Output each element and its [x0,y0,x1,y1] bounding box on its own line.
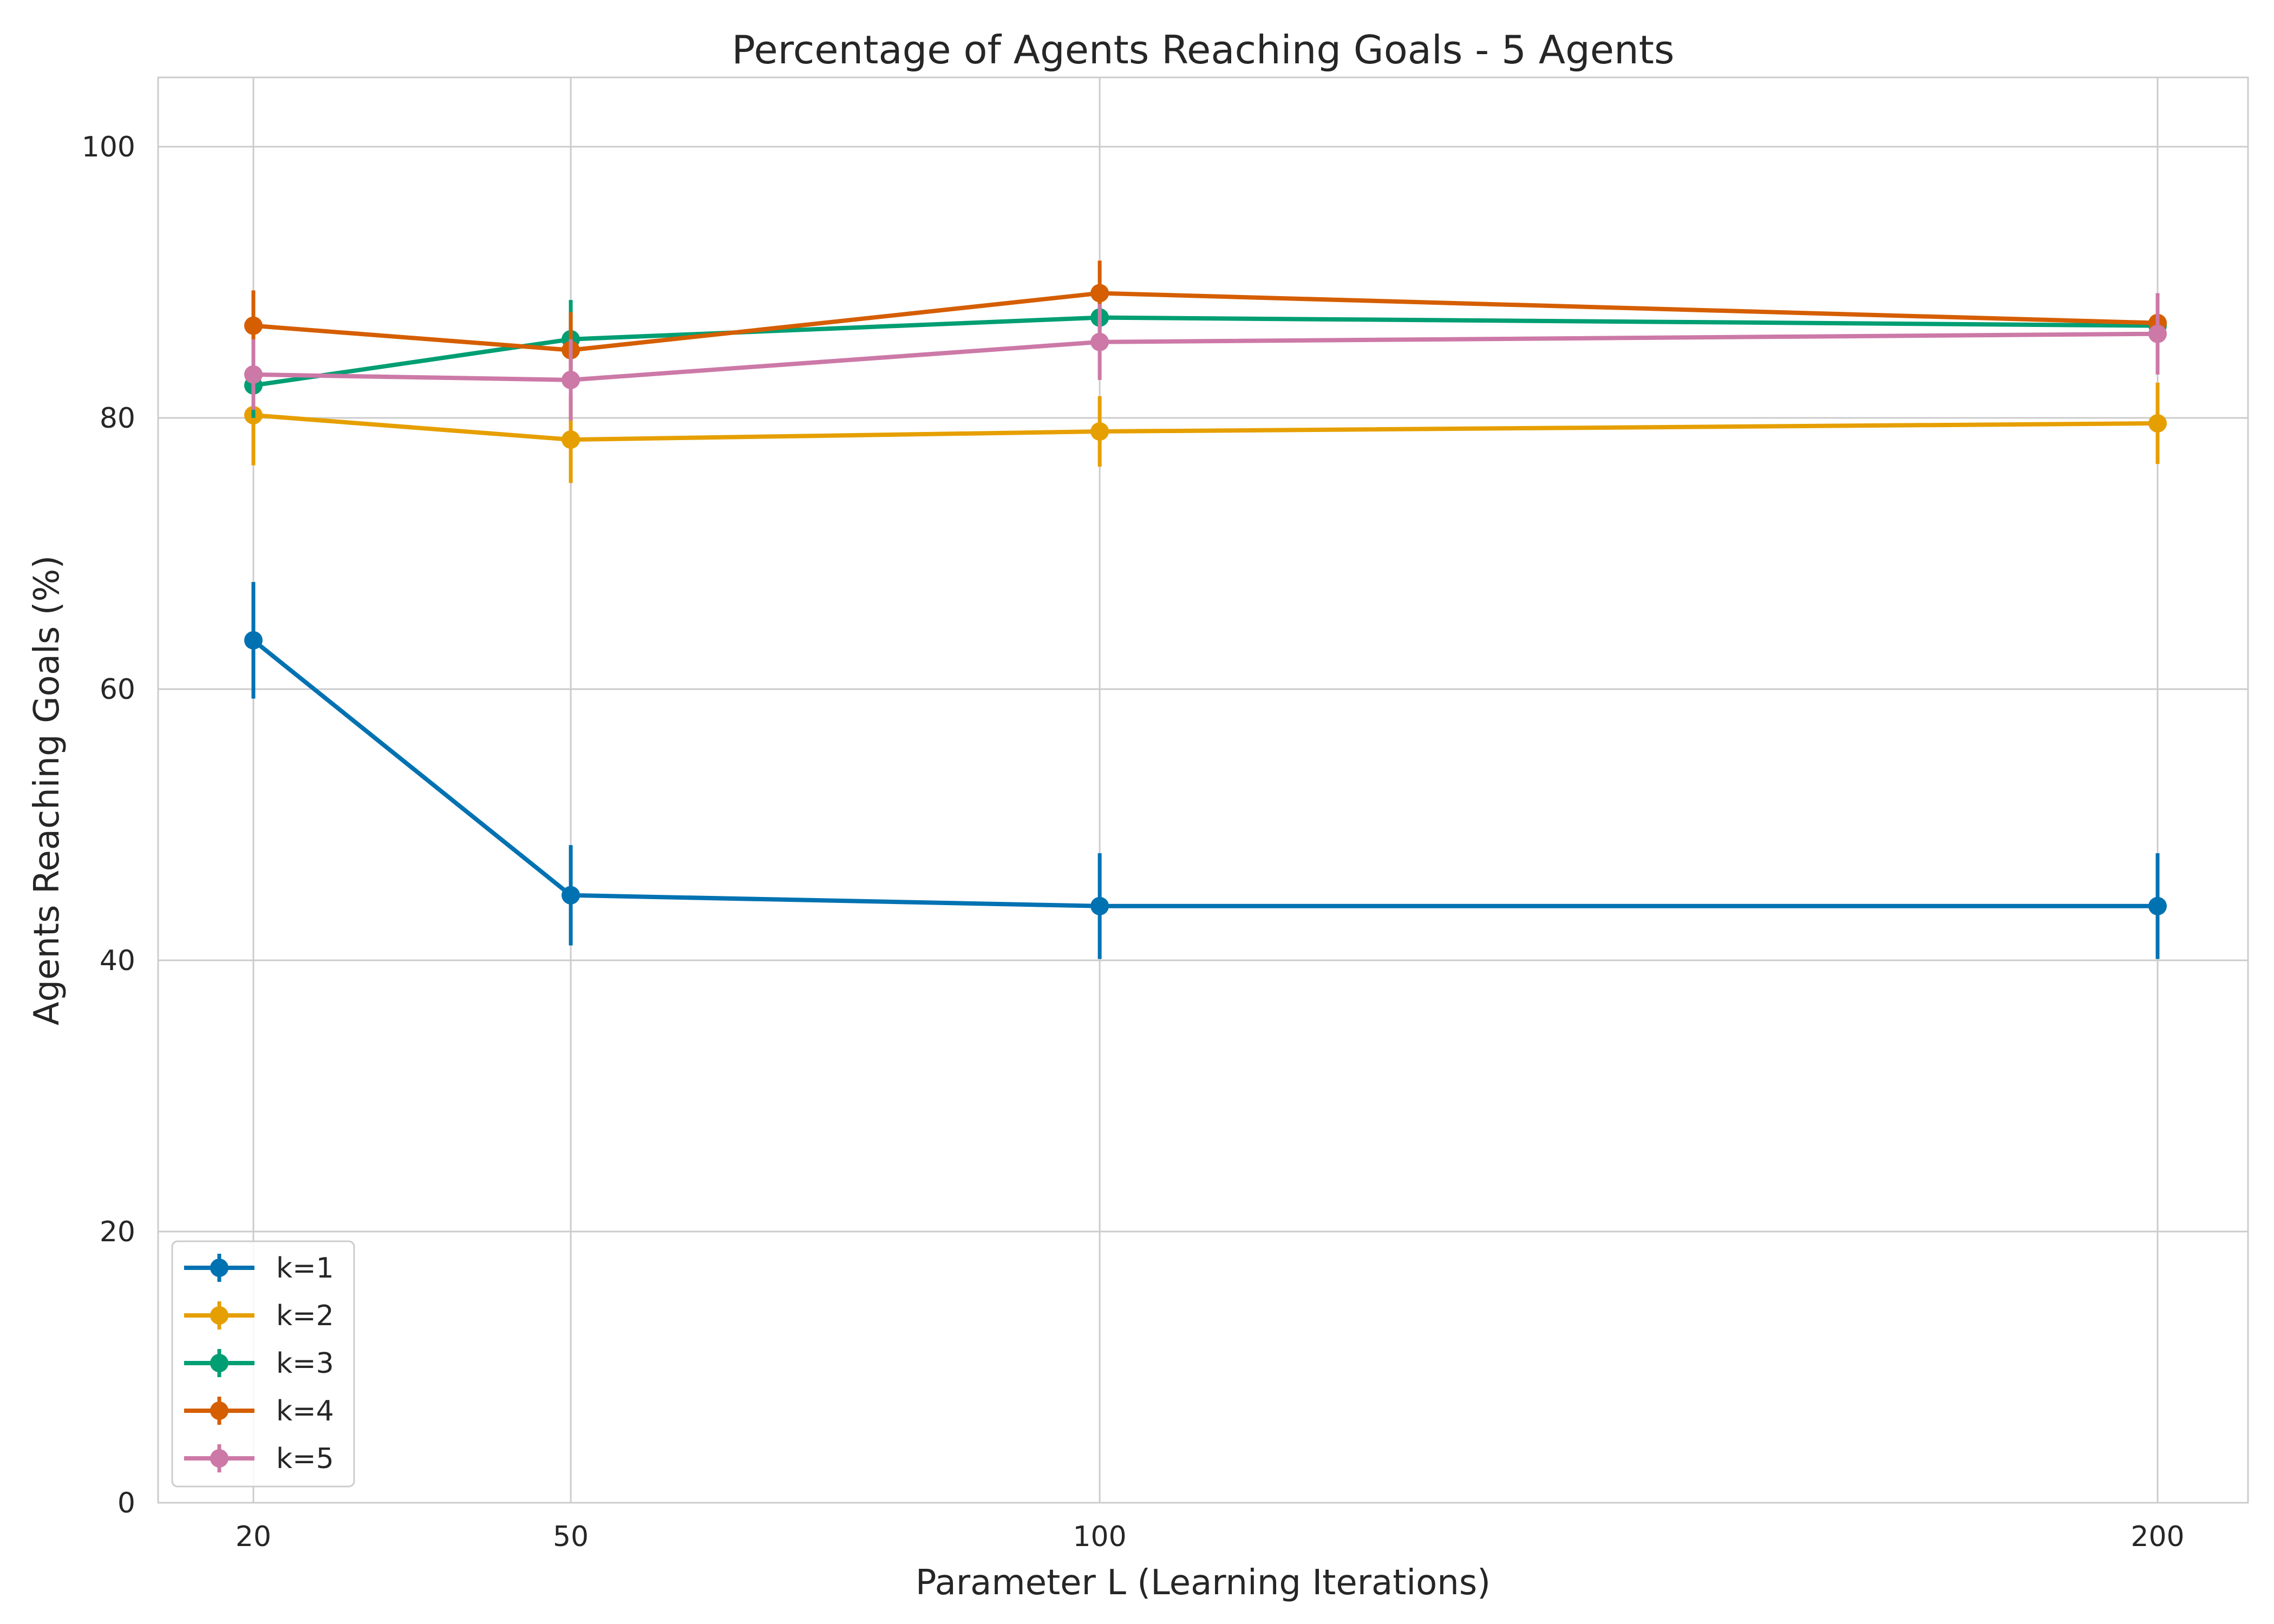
x-tick-label: 100 [1073,1521,1126,1553]
data-point [2148,324,2167,343]
data-point [2148,896,2167,915]
data-point [561,370,580,389]
legend-entry: k=3 [184,1347,334,1380]
series-line [253,331,2158,382]
chart-title: Percentage of Agents Reaching Goals - 5 … [732,27,1675,73]
legend-entry: k=1 [184,1252,334,1285]
legend-entry: k=5 [184,1443,334,1475]
legend-label: k=3 [276,1347,334,1380]
series-line [253,413,2158,442]
legend-entry: k=2 [184,1300,334,1332]
x-tick-label: 20 [236,1521,271,1553]
legend-marker [210,1449,228,1468]
plot-frame [157,76,2249,1504]
data-point [1090,422,1109,441]
y-tick-label: 40 [100,945,135,977]
y-axis-label: Agents Reaching Goals (%) [27,555,67,1026]
data-point [244,316,263,335]
x-axis-ticks: 20 50 100 200 [236,1521,2185,1553]
series-layer [244,260,2167,959]
y-tick-label: 0 [117,1487,135,1520]
legend-label: k=5 [276,1443,334,1475]
y-tick-label: 80 [100,402,135,435]
data-point [561,430,580,449]
legend-marker [210,1259,228,1277]
data-point [244,365,263,384]
y-axis-ticks: 0 20 40 60 80 100 [82,131,135,1520]
series-k=1 [244,582,2167,959]
legend-label: k=4 [276,1395,334,1427]
series-line [253,291,2158,352]
legend-marker [210,1306,228,1325]
x-tick-label: 50 [553,1521,589,1553]
legend-label: k=2 [276,1300,334,1332]
legend-marker [210,1402,228,1420]
y-tick-label: 20 [100,1216,135,1248]
data-point [2148,414,2167,433]
series-line [252,638,2158,908]
plot-area [157,76,2249,1504]
legend-label: k=1 [276,1252,334,1285]
data-point [1090,284,1109,303]
y-tick-label: 60 [100,673,135,706]
data-point [244,631,263,650]
data-point [561,886,580,905]
x-tick-label: 200 [2131,1521,2184,1553]
x-axis-label: Parameter L (Learning Iterations) [916,1563,1491,1603]
data-point [1090,896,1109,915]
series-k=5 [244,293,2167,421]
series-line [253,315,2158,388]
legend-entry: k=4 [184,1395,334,1427]
data-point [1090,332,1109,351]
legend-marker [210,1354,228,1372]
y-tick-label: 100 [82,131,135,163]
legend: k=1 k=2 k=3 k=4 k=5 [171,1240,355,1488]
